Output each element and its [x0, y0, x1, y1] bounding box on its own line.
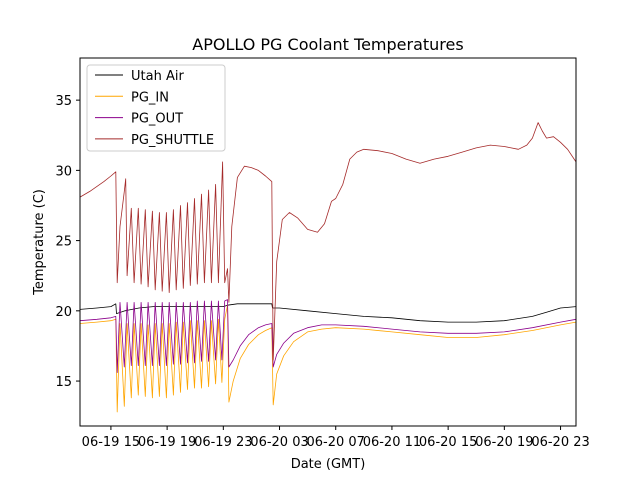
x-tick-label: 06-20 11: [363, 435, 421, 450]
series-layer: [79, 122, 577, 413]
x-tick-label: 06-20 23: [531, 435, 589, 450]
y-axis-label: Temperature (C): [32, 189, 47, 296]
legend-box: [86, 64, 226, 152]
legend-label-pg-out: PG_OUT: [131, 112, 183, 127]
chart-title: APOLLO PG Coolant Temperatures: [192, 35, 463, 54]
series-line-pg-shuttle: [79, 122, 577, 361]
legend-label-utah-air: Utah Air: [131, 69, 184, 84]
x-axis-label: Date (GMT): [291, 457, 366, 472]
y-tick-label: 15: [55, 375, 72, 390]
x-tick-label: 06-20 19: [475, 435, 533, 450]
y-tick-label: 20: [55, 305, 72, 320]
series-line-utah-air: [79, 303, 577, 323]
x-tick-label: 06-19 15: [82, 435, 140, 450]
x-tick-label: 06-19 23: [194, 435, 252, 450]
x-tick-label: 06-20 07: [307, 435, 365, 450]
x-tick-label: 06-20 03: [250, 435, 308, 450]
y-tick-label: 35: [55, 94, 72, 109]
series-line-pg-out: [79, 299, 577, 373]
legend: Utah Air PG_IN PG_OUT PG_SHUTTLE: [86, 64, 226, 152]
y-tick-label: 30: [55, 164, 72, 179]
x-tick-label: 06-20 15: [419, 435, 477, 450]
x-tick-label: 06-19 19: [138, 435, 196, 450]
y-tick-label: 25: [55, 235, 72, 250]
legend-label-pg-in: PG_IN: [131, 90, 169, 105]
legend-label-pg-shuttle: PG_SHUTTLE: [131, 133, 214, 148]
series-line-pg-in: [79, 304, 577, 413]
plot-frame: [79, 57, 577, 427]
y-axis: 15 20 25 30 35: [55, 94, 80, 390]
